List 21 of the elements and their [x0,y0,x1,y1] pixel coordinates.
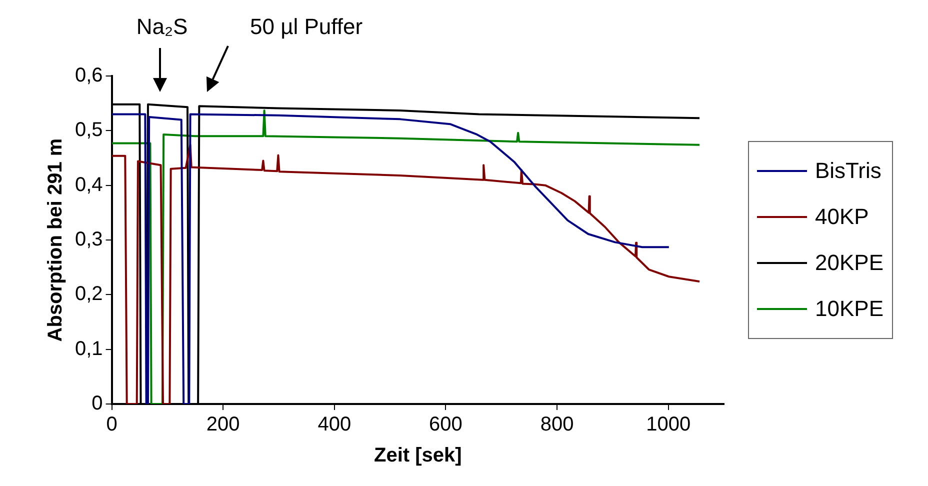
legend-label: 20KPE [815,250,884,276]
x-tick-label: 200 [206,414,240,436]
y-tick-label: 0 [92,392,103,415]
x-tick-label: 600 [429,414,462,436]
x-tick-label: 800 [540,414,574,436]
y-tick-label: 0,2 [74,283,103,306]
y-tick-label: 0,1 [74,338,103,360]
legend-label: 10KPE [815,296,884,322]
x-tick-label: 400 [318,414,352,436]
x-tick-label: 1000 [646,414,691,436]
x-tick-label: 0 [106,414,118,436]
y-tick-label: 0,6 [74,64,103,87]
x-axis-title: Zeit [sek] [374,444,462,467]
legend-label: 40KP [815,204,869,230]
text: 50 µl Puffer [250,14,363,39]
legend-label: BisTris [815,158,882,184]
y-axis-title: Absorption bei 291 m [44,138,67,342]
y-tick-label: 0,4 [74,174,103,196]
text: Na₂S [136,14,188,39]
y-tick-label: 0,3 [74,228,103,251]
y-tick-label: 0,5 [74,119,103,142]
